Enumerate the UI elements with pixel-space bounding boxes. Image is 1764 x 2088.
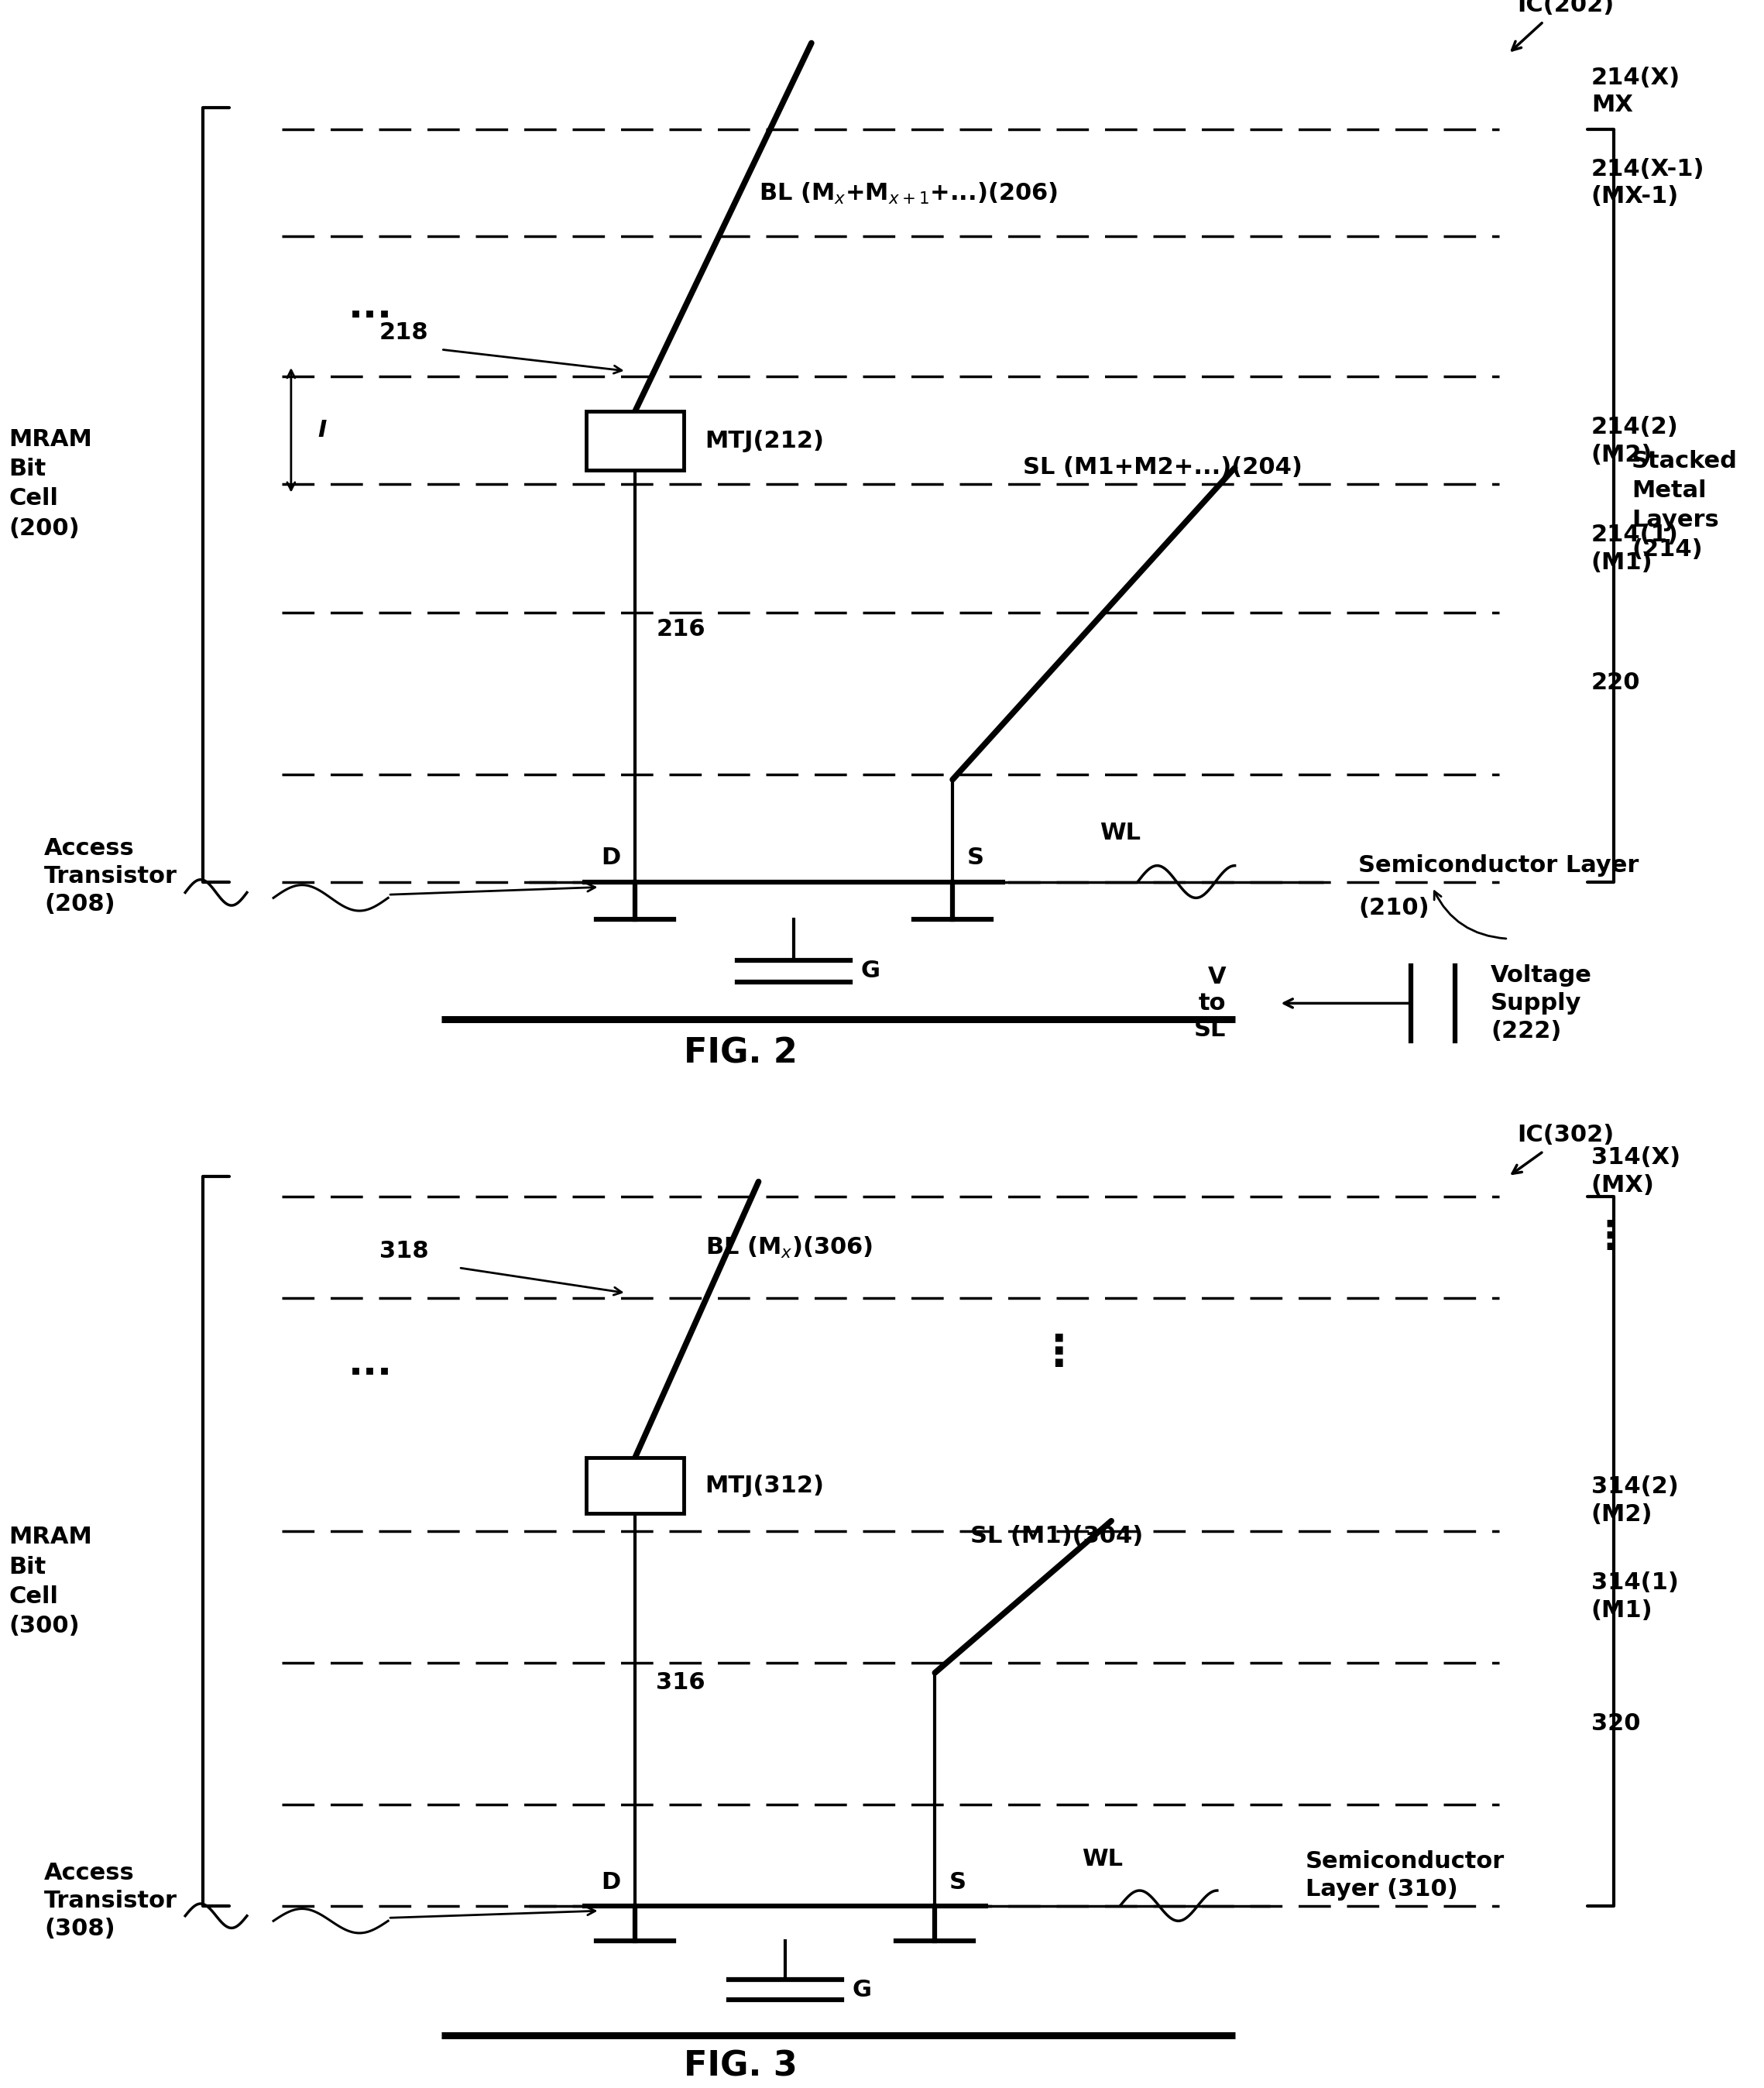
Text: Access
Transistor
(208): Access Transistor (208): [44, 837, 178, 915]
Text: V
to
SL: V to SL: [1194, 967, 1226, 1040]
Text: ⋮: ⋮: [1591, 1219, 1630, 1257]
Text: 314(2)
(M2): 314(2) (M2): [1591, 1476, 1678, 1526]
Text: 214(X-1)
(MX-1): 214(X-1) (MX-1): [1591, 159, 1704, 209]
Text: 216: 216: [656, 618, 706, 641]
Text: 214(2)
(M2): 214(2) (M2): [1591, 416, 1678, 466]
Text: MRAM
Bit
Cell
(300): MRAM Bit Cell (300): [9, 1526, 92, 1637]
Text: FIG. 3: FIG. 3: [684, 2050, 797, 2084]
Text: FIG. 2: FIG. 2: [684, 1036, 797, 1069]
Text: D: D: [602, 846, 621, 869]
Text: IC(202): IC(202): [1517, 0, 1614, 17]
Text: BL (M$_x$+M$_{x+1}$+...)(206): BL (M$_x$+M$_{x+1}$+...)(206): [759, 182, 1057, 207]
Text: G: G: [852, 1979, 871, 2000]
Text: ...: ...: [348, 288, 393, 326]
Text: Semiconductor Layer: Semiconductor Layer: [1358, 854, 1639, 877]
Text: S: S: [949, 1871, 967, 1894]
Text: WL: WL: [1099, 823, 1141, 844]
Text: Stacked
Metal
Layers
(214): Stacked Metal Layers (214): [1632, 449, 1738, 562]
Text: SL (M1+M2+...)(204): SL (M1+M2+...)(204): [1023, 457, 1302, 478]
Bar: [586, 411, 684, 470]
Text: (210): (210): [1358, 898, 1429, 919]
Text: 214(X)
MX: 214(X) MX: [1591, 67, 1681, 117]
Text: ...: ...: [348, 1345, 393, 1382]
Text: I: I: [318, 420, 326, 441]
Text: 316: 316: [656, 1672, 706, 1693]
Text: S: S: [967, 846, 984, 869]
Text: Semiconductor
Layer (310): Semiconductor Layer (310): [1305, 1850, 1505, 1900]
Text: D: D: [602, 1871, 621, 1894]
Text: 314(1)
(M1): 314(1) (M1): [1591, 1572, 1679, 1622]
Text: 218: 218: [379, 322, 429, 345]
Text: 320: 320: [1591, 1712, 1641, 1735]
Text: G: G: [861, 960, 880, 981]
Text: IC(302): IC(302): [1517, 1123, 1614, 1146]
Text: Voltage
Supply
(222): Voltage Supply (222): [1491, 965, 1591, 1042]
Text: WL: WL: [1081, 1848, 1124, 1871]
Text: MRAM
Bit
Cell
(200): MRAM Bit Cell (200): [9, 428, 92, 539]
Text: 214(1)
(M1): 214(1) (M1): [1591, 524, 1679, 574]
Text: BL (M$_x$)(306): BL (M$_x$)(306): [706, 1234, 873, 1259]
Text: 314(X)
(MX): 314(X) (MX): [1591, 1146, 1681, 1196]
Text: Access
Transistor
(308): Access Transistor (308): [44, 1862, 178, 1940]
Text: MTJ(212): MTJ(212): [706, 430, 824, 453]
Text: ⋮: ⋮: [1037, 1332, 1080, 1374]
Text: 220: 220: [1591, 672, 1641, 693]
Text: 318: 318: [379, 1240, 429, 1263]
Bar: [586, 1457, 684, 1514]
Text: MTJ(312): MTJ(312): [706, 1474, 824, 1497]
Text: SL (M1)(304): SL (M1)(304): [970, 1524, 1143, 1547]
